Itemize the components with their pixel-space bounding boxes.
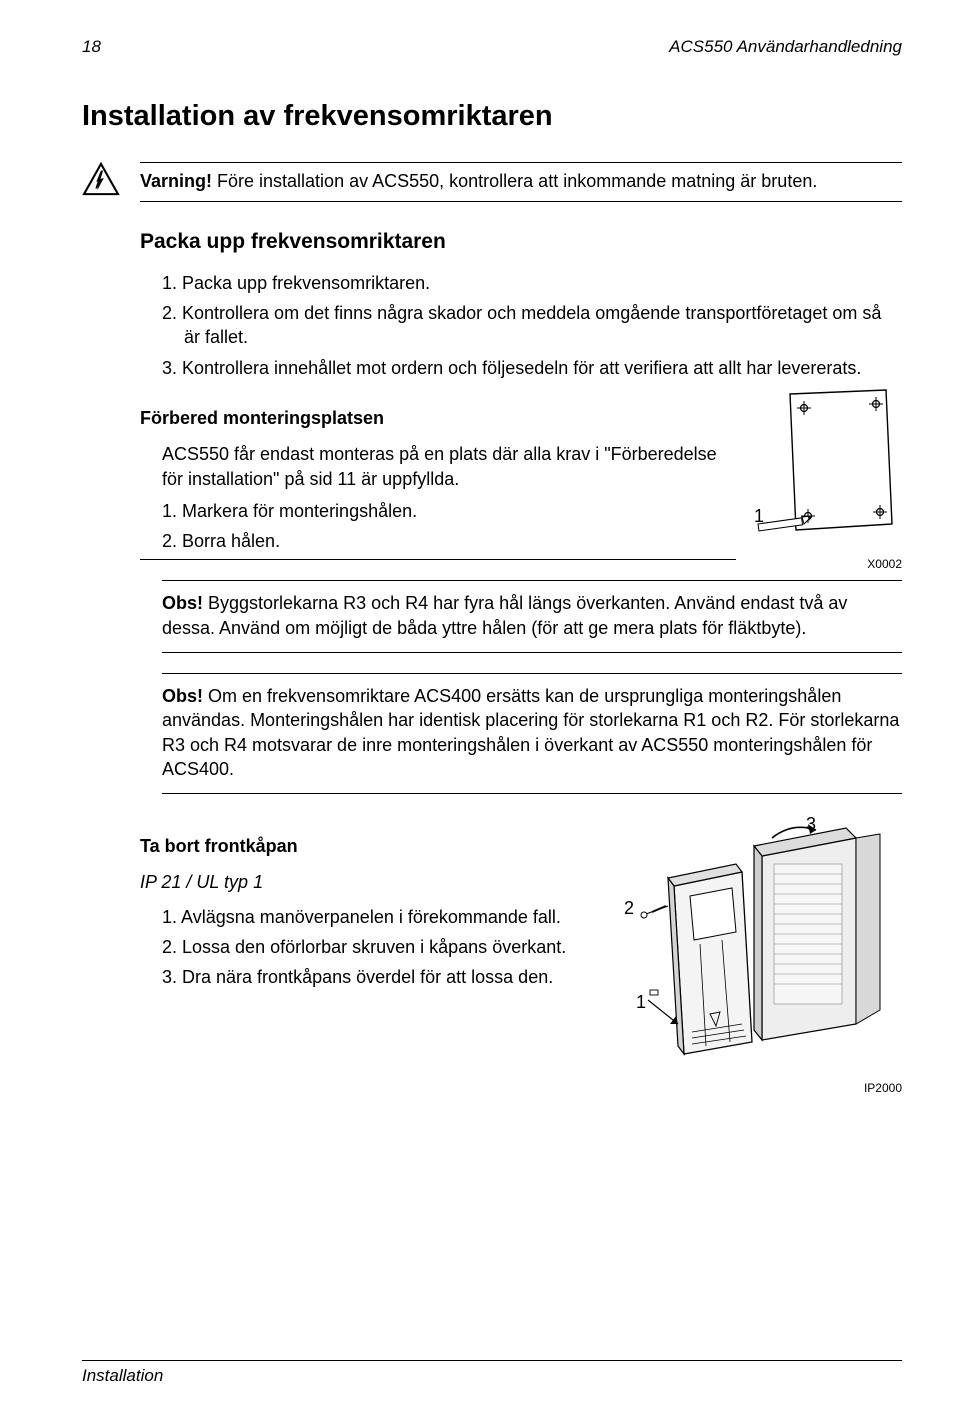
page-header: 18 ACS550 Användarhandledning — [82, 36, 902, 59]
doc-title: ACS550 Användarhandledning — [669, 36, 902, 59]
note1-text: Byggstorlekarna R3 och R4 har fyra hål l… — [162, 593, 847, 637]
prepare-intro: ACS550 får endast monteras på en plats d… — [162, 442, 736, 491]
frontcover-heading: Ta bort frontkåpan — [140, 834, 576, 858]
figure-code: X0002 — [752, 556, 902, 572]
frontcover-item: 1. Avlägsna manöverpanelen i förekommand… — [162, 905, 576, 929]
note2-bold: Obs! — [162, 686, 203, 706]
figure-label-2: 2 — [624, 896, 634, 920]
page-number: 18 — [82, 36, 101, 59]
frontcover-item: 3. Dra nära frontkåpans överdel för att … — [162, 965, 576, 989]
note2-text: Om en frekvensomriktare ACS400 ersätts k… — [162, 686, 899, 779]
frontcover-figure: 1 2 3 IP2000 — [592, 814, 902, 1096]
warning-body: Före installation av ACS550, kontrollera… — [212, 171, 817, 191]
prepare-item: 2. Borra hålen. — [162, 529, 736, 553]
unpack-item: 2. Kontrollera om det finns några skador… — [162, 301, 902, 350]
figure-label-1: 1 — [754, 504, 764, 528]
mounting-plate-figure: 1 X0002 — [752, 386, 902, 572]
figure-label-1: 1 — [636, 990, 646, 1014]
warning-block: Varning! Före installation av ACS550, ko… — [140, 162, 902, 202]
page-title: Installation av frekvensomriktaren — [82, 97, 902, 136]
note-block-1: Obs! Byggstorlekarna R3 och R4 har fyra … — [162, 580, 902, 653]
note1-bold: Obs! — [162, 593, 203, 613]
prepare-item: 1. Markera för monteringshålen. — [162, 499, 736, 523]
unpack-item: 1. Packa upp frekvensomriktaren. — [162, 271, 902, 295]
page-footer: Installation — [82, 1360, 902, 1388]
warning-icon — [82, 162, 120, 196]
unpack-heading: Packa upp frekvensomriktaren — [140, 228, 902, 256]
frontcover-item: 2. Lossa den oförlorbar skruven i kåpans… — [162, 935, 576, 959]
note-block-2: Obs! Om en frekvensomriktare ACS400 ersä… — [162, 673, 902, 794]
figure-code: IP2000 — [592, 1080, 902, 1096]
frontcover-subtype: IP 21 / UL typ 1 — [140, 870, 576, 894]
warning-bold: Varning! — [140, 171, 212, 191]
unpack-item: 3. Kontrollera innehållet mot ordern och… — [162, 356, 902, 380]
figure-label-3: 3 — [806, 812, 816, 836]
prepare-heading: Förbered monteringsplatsen — [140, 406, 736, 430]
